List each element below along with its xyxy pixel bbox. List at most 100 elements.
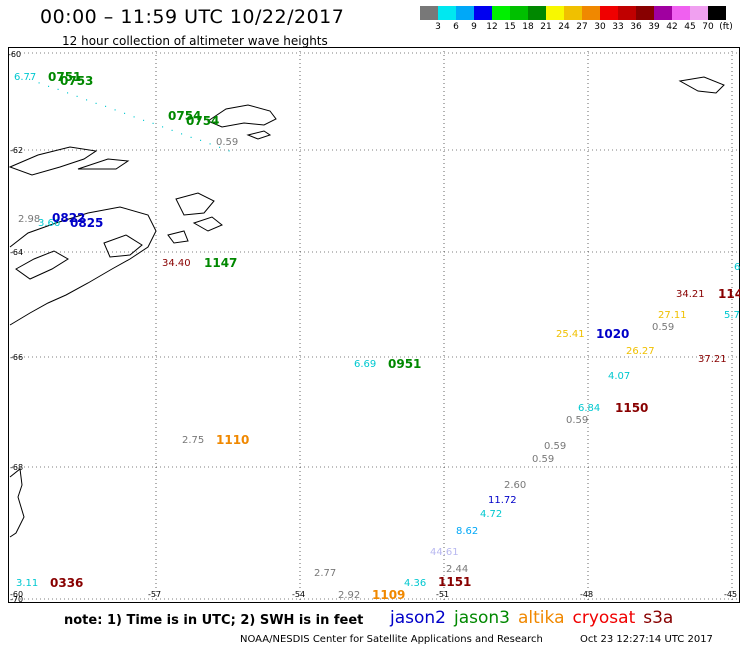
- scale-swatch: [672, 6, 690, 20]
- scale-swatch: [618, 6, 636, 20]
- scale-swatch: [654, 6, 672, 20]
- wave-height-value: 34.40: [162, 258, 191, 269]
- latitude-label: -70: [10, 595, 23, 603]
- longitude-label: -54: [292, 590, 305, 599]
- scale-label: 21: [540, 22, 552, 32]
- wave-height-value: 44.61: [430, 547, 459, 558]
- wave-height-value: 2.92: [338, 590, 360, 601]
- scale-label: 33: [612, 22, 624, 32]
- wave-height-value: 2.77: [314, 568, 336, 579]
- scale-label: 6: [453, 22, 459, 32]
- track-trace: ·: [57, 85, 60, 96]
- wave-height-value: 0.59: [566, 415, 588, 426]
- legend-satellite: s3a: [643, 608, 674, 628]
- scale-label: 12: [486, 22, 498, 32]
- scale-label: 30: [594, 22, 606, 32]
- wave-height-value: 37.21: [698, 354, 727, 365]
- track-trace: ·: [190, 133, 193, 144]
- wave-height-value: 2.60: [504, 480, 526, 491]
- wave-height-value: 8.62: [456, 526, 478, 537]
- track-trace: ·: [209, 140, 212, 151]
- pass-time-label: 0951: [388, 357, 421, 371]
- pass-time-label: 1151: [438, 575, 471, 589]
- wave-height-value: 2.75: [182, 435, 204, 446]
- island-upper: [206, 104, 277, 128]
- pass-time-label: 0751: [48, 70, 81, 84]
- scale-swatch: [510, 6, 528, 20]
- scale-swatch: [474, 6, 492, 20]
- wave-height-value: 11.72: [488, 495, 517, 506]
- pass-time-label: 0825: [70, 216, 103, 230]
- wave-height-value: 6.77: [14, 72, 36, 83]
- footnote: note: 1) Time is in UTC; 2) SWH is in fe…: [64, 613, 364, 628]
- pass-time-label: 1020: [596, 327, 629, 341]
- pass-time-label: 0754: [186, 114, 219, 128]
- page-title: 00:00 – 11:59 UTC 10/22/2017: [40, 6, 345, 28]
- pass-time-label: 0753: [60, 74, 93, 88]
- scale-swatch: [564, 6, 582, 20]
- axis-ticks: -60 -57 -54 -51 -48 -45-62-64-66-68-70-60: [8, 50, 737, 603]
- longitude-label: -45: [724, 590, 737, 599]
- wave-height-value: 0.59: [652, 322, 674, 333]
- wave-height-value: 6.69: [354, 359, 376, 370]
- track-trace: ·: [85, 95, 88, 106]
- scale-label: 45: [684, 22, 696, 32]
- wave-height-value: 27.11: [658, 310, 687, 321]
- scale-swatch: [600, 6, 618, 20]
- longitude-label: -57: [148, 590, 161, 599]
- islands-east: [175, 192, 215, 216]
- track-trace: ·: [123, 109, 126, 120]
- latitude-label: -60: [8, 50, 21, 59]
- scale-label: (ft): [719, 22, 733, 32]
- page-subtitle: 12 hour collection of altimeter wave hei…: [62, 34, 328, 48]
- legend-satellite: altika: [518, 608, 565, 628]
- track-trace: ·: [133, 112, 136, 123]
- scale-swatch: [690, 6, 708, 20]
- wave-height-value: 5.7: [724, 310, 740, 321]
- latitude-label: -62: [10, 146, 23, 155]
- generated-timestamp: Oct 23 12:27:14 UTC 2017: [580, 634, 713, 645]
- longitude-label: -60: [10, 590, 23, 599]
- wave-height-value: 0.59: [532, 454, 554, 465]
- legend-satellite: jason2: [390, 608, 446, 628]
- islands-mid-b: [77, 158, 130, 170]
- wave-height-value: 6.84: [578, 403, 600, 414]
- scale-label: 27: [576, 22, 588, 32]
- latitude-label: -66: [10, 353, 23, 362]
- track-trace: ·: [152, 119, 155, 130]
- color-scale: [420, 6, 726, 20]
- wave-height-value: 2.98: [18, 214, 40, 225]
- pass-time-label: 0822: [52, 211, 85, 225]
- wave-height-value: 0.59: [216, 137, 238, 148]
- coast-bottom-left: [9, 468, 25, 538]
- longitude-label: -51: [436, 590, 449, 599]
- wave-height-value: 6: [734, 262, 740, 273]
- pass-time-label: 114: [718, 287, 740, 301]
- peninsula-inner: [15, 250, 69, 280]
- track-trace: ·: [161, 123, 164, 134]
- island-upper-small: [246, 130, 272, 140]
- track-values: · · · · · · · · · · · · · · · · · · · · · ·6.770.592.983.6634…: [14, 72, 740, 601]
- scale-label: 39: [648, 22, 660, 32]
- legend-satellite: jason3: [454, 608, 510, 628]
- track-trace: ·: [104, 102, 107, 113]
- scale-label: 36: [630, 22, 642, 32]
- pass-time-label: 1150: [615, 401, 648, 415]
- track-trace: ·: [76, 92, 79, 103]
- scale-swatch: [492, 6, 510, 20]
- track-trace: ·: [114, 106, 117, 117]
- scale-label: 24: [558, 22, 570, 32]
- track-trace: ·: [218, 143, 221, 154]
- scale-swatch: [528, 6, 546, 20]
- scale-label: 18: [522, 22, 534, 32]
- legend-satellite: cryosat: [572, 608, 636, 628]
- island-top-right: [678, 76, 725, 94]
- scale-label: 3: [435, 22, 441, 32]
- scale-label: 9: [471, 22, 477, 32]
- track-trace: ·: [66, 89, 69, 100]
- wave-height-value: 34.21: [676, 289, 705, 300]
- wave-height-value: 4.07: [608, 371, 630, 382]
- scale-swatch: [546, 6, 564, 20]
- satellite-legend: jason2 jason3 altika cryosat s3a: [390, 608, 681, 628]
